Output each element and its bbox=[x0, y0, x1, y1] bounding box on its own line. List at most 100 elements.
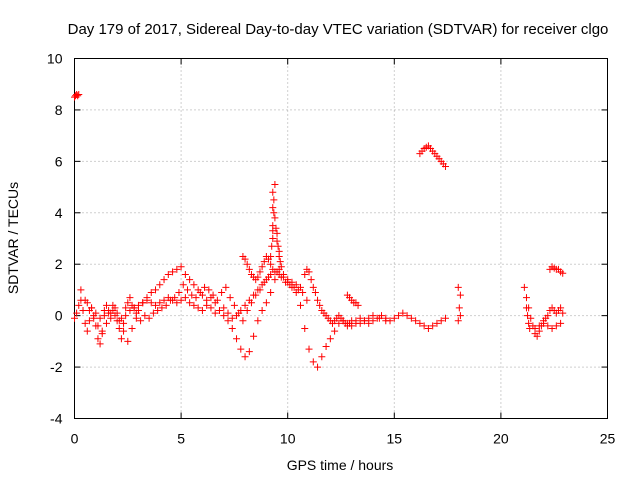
data-point bbox=[277, 263, 285, 271]
data-point bbox=[98, 330, 106, 338]
x-tick-label: 25 bbox=[600, 431, 616, 447]
data-point bbox=[420, 322, 428, 330]
data-point bbox=[128, 325, 136, 332]
data-point bbox=[269, 227, 277, 235]
data-point bbox=[209, 291, 217, 299]
chart-title: Day 179 of 2017, Sidereal Day-to-day VTE… bbox=[68, 21, 609, 38]
data-point bbox=[267, 289, 275, 296]
data-point bbox=[454, 283, 462, 291]
data-point bbox=[186, 299, 194, 307]
data-point bbox=[314, 296, 322, 304]
data-point bbox=[224, 309, 232, 317]
data-point bbox=[399, 309, 407, 317]
data-point bbox=[455, 304, 463, 312]
data-point bbox=[120, 319, 128, 327]
data-point bbox=[331, 327, 339, 335]
data-point bbox=[456, 291, 464, 299]
data-point bbox=[267, 271, 275, 278]
data-point bbox=[102, 319, 110, 327]
data-point bbox=[160, 296, 168, 304]
data-point bbox=[316, 301, 324, 309]
data-point bbox=[90, 314, 98, 322]
data-point bbox=[559, 309, 567, 317]
data-point bbox=[75, 91, 83, 98]
data-point bbox=[141, 312, 149, 320]
data-point bbox=[96, 314, 104, 322]
data-point bbox=[132, 314, 140, 322]
data-point bbox=[124, 299, 132, 307]
data-point bbox=[548, 325, 556, 332]
data-point bbox=[73, 309, 81, 317]
data-point bbox=[201, 283, 209, 291]
data-point bbox=[147, 299, 155, 307]
data-point bbox=[525, 319, 533, 327]
data-point bbox=[441, 163, 449, 170]
data-point bbox=[270, 196, 278, 204]
data-point bbox=[544, 312, 552, 320]
data-point bbox=[441, 314, 449, 322]
data-point bbox=[335, 319, 343, 327]
data-point bbox=[96, 340, 104, 348]
data-point bbox=[245, 296, 253, 304]
data-point bbox=[522, 294, 530, 302]
data-point bbox=[258, 307, 266, 314]
x-tick-label: 0 bbox=[71, 431, 79, 447]
data-point bbox=[258, 263, 266, 271]
data-point bbox=[145, 314, 153, 322]
data-point bbox=[273, 237, 281, 245]
data-point bbox=[296, 283, 304, 291]
data-point bbox=[307, 276, 315, 284]
data-point bbox=[533, 332, 541, 340]
data-point bbox=[288, 278, 296, 286]
x-tick-label: 10 bbox=[280, 431, 296, 447]
data-point bbox=[233, 312, 241, 320]
data-point bbox=[207, 304, 215, 312]
data-point bbox=[299, 289, 307, 296]
data-point bbox=[186, 276, 194, 284]
data-point bbox=[305, 268, 313, 276]
data-point bbox=[224, 317, 232, 325]
data-point bbox=[164, 271, 172, 278]
data-point bbox=[292, 281, 300, 289]
data-point bbox=[233, 335, 241, 343]
y-axis-ticks: -4 -2 0 2 4 6 8 10 bbox=[47, 51, 608, 427]
y-tick-label: 8 bbox=[55, 102, 63, 118]
data-point bbox=[301, 325, 309, 332]
data-point bbox=[390, 314, 398, 322]
data-point bbox=[83, 299, 91, 307]
x-axis-label: GPS time / hours bbox=[287, 457, 394, 473]
data-point bbox=[222, 283, 230, 291]
x-tick-label: 5 bbox=[177, 431, 185, 447]
data-point bbox=[94, 322, 102, 330]
data-point bbox=[177, 296, 185, 304]
data-point bbox=[122, 312, 130, 320]
data-point bbox=[220, 312, 228, 320]
data-point bbox=[360, 317, 368, 325]
data-point bbox=[92, 309, 100, 317]
data-point bbox=[540, 319, 548, 327]
data-point bbox=[241, 353, 249, 361]
y-tick-label: 2 bbox=[55, 256, 63, 272]
data-point bbox=[369, 312, 377, 320]
data-point bbox=[254, 286, 262, 294]
data-point bbox=[117, 314, 125, 322]
data-point bbox=[269, 204, 277, 212]
data-point bbox=[267, 260, 275, 268]
data-point bbox=[309, 283, 317, 291]
data-point bbox=[416, 319, 424, 327]
grid bbox=[74, 58, 608, 419]
data-point bbox=[79, 307, 87, 314]
data-point bbox=[524, 312, 532, 320]
data-point bbox=[83, 327, 91, 335]
data-point bbox=[270, 209, 278, 217]
data-point bbox=[188, 291, 196, 299]
data-point bbox=[254, 317, 262, 325]
data-point bbox=[71, 314, 78, 322]
y-tick-label: 4 bbox=[55, 205, 63, 221]
data-point bbox=[109, 301, 117, 309]
data-point bbox=[120, 327, 128, 335]
data-point bbox=[228, 314, 236, 322]
data-point bbox=[179, 281, 187, 289]
data-point bbox=[81, 319, 89, 327]
data-point bbox=[557, 304, 565, 312]
